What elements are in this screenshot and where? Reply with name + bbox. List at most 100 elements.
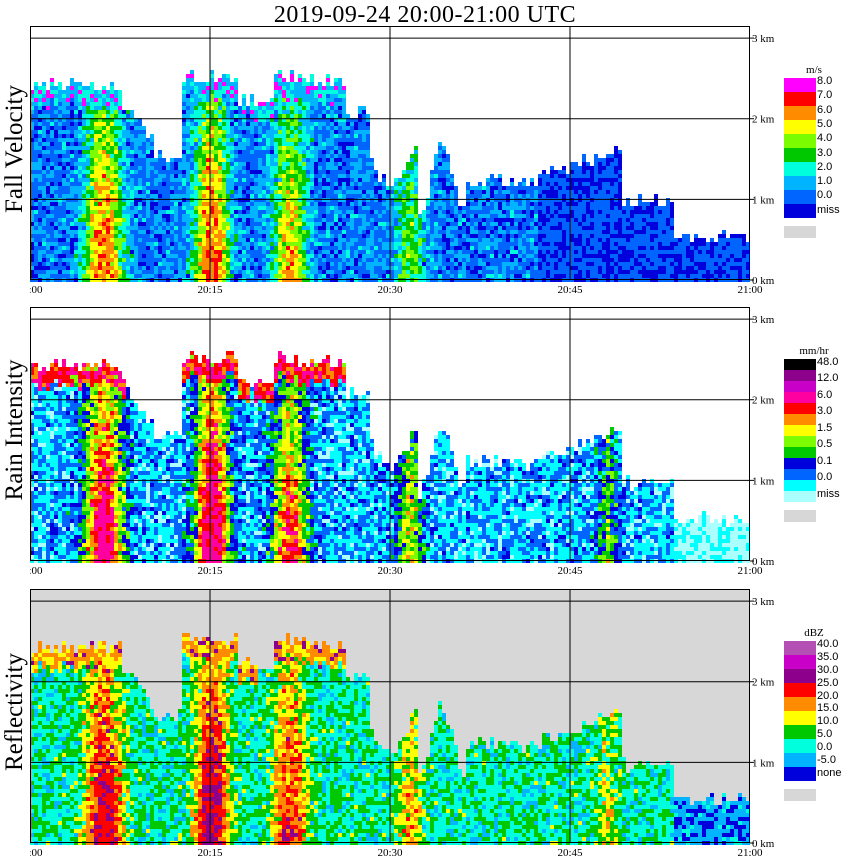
heatmap-cell: [490, 246, 494, 250]
heatmap-cell: [378, 202, 382, 206]
heatmap-cell: [98, 270, 102, 274]
heatmap-cell: [38, 226, 42, 230]
heatmap-cell: [138, 154, 142, 158]
heatmap-cell: [274, 166, 278, 170]
heatmap-cell: [494, 202, 498, 206]
heatmap-cell: [226, 258, 230, 262]
heatmap-cell: [350, 186, 354, 190]
heatmap-cell: [42, 150, 46, 154]
heatmap-cell: [410, 158, 414, 162]
heatmap-cell: [90, 238, 94, 242]
heatmap-cell: [222, 206, 226, 210]
heatmap-cell: [310, 74, 314, 78]
heatmap-cell: [234, 154, 238, 158]
heatmap-cell: [30, 178, 34, 182]
heatmap-cell: [258, 262, 262, 266]
heatmap-cell: [438, 262, 442, 266]
heatmap-cell: [438, 238, 442, 242]
heatmap-cell: [106, 214, 110, 218]
heatmap-cell: [362, 122, 366, 126]
heatmap-cell: [70, 238, 74, 242]
heatmap-cell: [450, 270, 454, 274]
heatmap-cell: [78, 206, 82, 210]
heatmap-cell: [186, 186, 190, 190]
heatmap-cell: [166, 258, 170, 262]
heatmap-cell: [358, 206, 362, 210]
heatmap-cell: [246, 138, 250, 142]
heatmap-cell: [218, 110, 222, 114]
heatmap-cell: [46, 198, 50, 202]
heatmap-cell: [46, 194, 50, 198]
heatmap-cell: [286, 218, 290, 222]
heatmap-cell: [50, 150, 54, 154]
heatmap-cell: [130, 206, 134, 210]
heatmap-cell: [422, 258, 426, 262]
heatmap-cell: [50, 178, 54, 182]
fall-velocity-axis-label: Fall Velocity: [1, 84, 28, 214]
heatmap-cell: [290, 194, 294, 198]
heatmap-cell: [34, 270, 38, 274]
heatmap-cell: [450, 198, 454, 202]
heatmap-cell: [78, 142, 82, 146]
heatmap-cell: [318, 194, 322, 198]
heatmap-cell: [318, 202, 322, 206]
heatmap-cell: [42, 254, 46, 258]
heatmap-cell: [314, 102, 318, 106]
heatmap-cell: [282, 110, 286, 114]
heatmap-cell: [102, 250, 106, 254]
heatmap-cell: [98, 106, 102, 110]
heatmap-cell: [458, 266, 462, 270]
heatmap-cell: [358, 166, 362, 170]
heatmap-cell: [434, 210, 438, 214]
heatmap-cell: [230, 166, 234, 170]
heatmap-cell: [306, 98, 310, 102]
heatmap-cell: [282, 138, 286, 142]
heatmap-cell: [90, 190, 94, 194]
heatmap-cell: [266, 174, 270, 178]
heatmap-cell: [50, 222, 54, 226]
heatmap-cell: [230, 174, 234, 178]
heatmap-cell: [510, 230, 514, 234]
heatmap-cell: [494, 266, 498, 270]
heatmap-cell: [510, 202, 514, 206]
heatmap-cell: [422, 214, 426, 218]
heatmap-cell: [46, 178, 50, 182]
heatmap-cell: [362, 186, 366, 190]
heatmap-cell: [262, 154, 266, 158]
heatmap-cell: [194, 222, 198, 226]
heatmap-cell: [310, 234, 314, 238]
heatmap-cell: [518, 182, 522, 186]
heatmap-cell: [210, 146, 214, 150]
heatmap-cell: [406, 206, 410, 210]
heatmap-cell: [142, 154, 146, 158]
heatmap-cell: [494, 250, 498, 254]
heatmap-cell: [82, 226, 86, 230]
heatmap-cell: [434, 242, 438, 246]
heatmap-cell: [146, 206, 150, 210]
heatmap-cell: [374, 194, 378, 198]
heatmap-cell: [166, 274, 170, 278]
heatmap-cell: [82, 114, 86, 118]
heatmap-cell: [350, 194, 354, 198]
heatmap-cell: [410, 270, 414, 274]
heatmap-cell: [490, 258, 494, 262]
heatmap-cell: [154, 198, 158, 202]
heatmap-cell: [450, 262, 454, 266]
heatmap-cell: [374, 230, 378, 234]
heatmap-cell: [162, 198, 166, 202]
heatmap-cell: [334, 234, 338, 238]
heatmap-cell: [414, 170, 418, 174]
heatmap-cell: [34, 194, 38, 198]
heatmap-cell: [298, 114, 302, 118]
heatmap-cell: [406, 174, 410, 178]
heatmap-cell: [390, 270, 394, 274]
heatmap-cell: [50, 234, 54, 238]
heatmap-cell: [50, 226, 54, 230]
heatmap-cell: [58, 126, 62, 130]
heatmap-cell: [102, 186, 106, 190]
heatmap-cell: [442, 234, 446, 238]
heatmap-cell: [206, 194, 210, 198]
heatmap-cell: [126, 202, 130, 206]
heatmap-cell: [106, 102, 110, 106]
heatmap-cell: [314, 158, 318, 162]
